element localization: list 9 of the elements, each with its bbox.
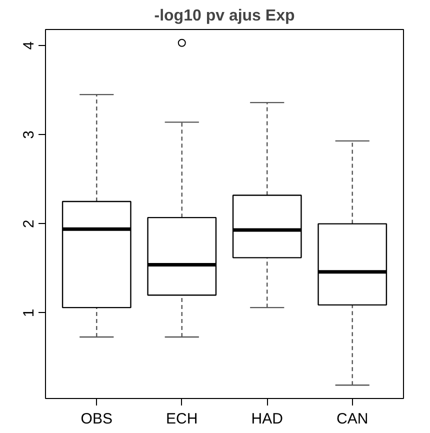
y-tick-label: 3 [20,130,38,139]
y-tick-label: 1 [20,308,38,318]
x-tick-label: HAD [251,410,284,428]
y-tick-label: 2 [20,220,38,228]
x-tick-label: ECH [166,410,198,428]
x-tick-label: OBS [80,410,112,428]
chart-title: -log10 pv ajus Exp [154,8,295,24]
y-tick-label: 4 [20,41,38,50]
x-tick-label: CAN [336,410,368,428]
